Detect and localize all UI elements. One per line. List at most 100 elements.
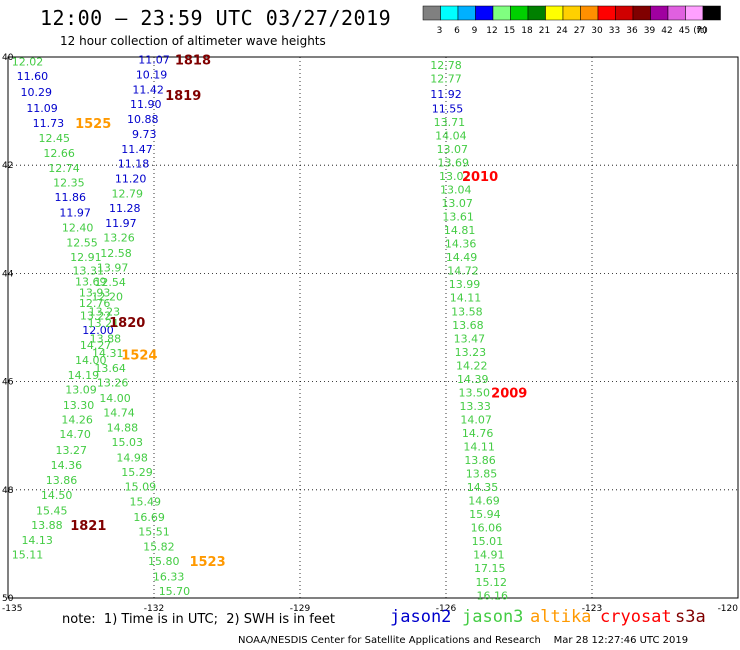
wave-height-label: 12.55 xyxy=(66,237,98,250)
wave-height-label: 16.06 xyxy=(471,522,503,535)
wave-height-label: 11.09 xyxy=(26,102,58,115)
wave-height-label: 15.82 xyxy=(143,541,175,554)
pass-time-label: 1523 xyxy=(189,555,225,570)
wave-height-label: 13.86 xyxy=(46,474,78,487)
footer-credit: NOAA/NESDIS Center for Satellite Applica… xyxy=(238,635,689,646)
wave-height-label: 15.11 xyxy=(12,549,44,562)
pass-time-label: 2009 xyxy=(491,386,527,401)
legend-swatch xyxy=(702,5,721,21)
wave-height-label: 13.68 xyxy=(452,319,484,332)
wave-height-label: 14.81 xyxy=(444,224,476,237)
wave-height-label: 13.64 xyxy=(94,362,126,375)
wave-height-label: 12.66 xyxy=(43,147,75,160)
wave-height-label: 12.74 xyxy=(48,162,80,175)
wave-height-label: 12.02 xyxy=(12,55,44,68)
wave-height-label: 14.04 xyxy=(435,129,467,142)
pass-time-label: 1524 xyxy=(121,349,157,364)
wave-height-label: 14.76 xyxy=(462,427,494,440)
wave-height-label: 11.86 xyxy=(55,191,87,204)
wave-height-label: 13.69 xyxy=(75,276,107,289)
wave-height-label: 15.49 xyxy=(129,496,161,509)
wave-height-label: 13.93 xyxy=(79,286,111,299)
legend-label: 18 xyxy=(521,26,533,36)
legend-label: 30 xyxy=(591,26,603,36)
lon-tick-label: -126 xyxy=(436,604,457,614)
legend-label: 33 xyxy=(609,26,620,36)
note-text: note: 1) Time is in UTC; 2) SWH is in fe… xyxy=(62,612,335,627)
wave-height-label: 13.61 xyxy=(442,211,474,224)
wave-height-label: 15.12 xyxy=(476,576,508,589)
wave-height-label: 9.73 xyxy=(132,128,157,141)
wave-height-label: 13.50 xyxy=(458,386,490,399)
wave-height-label: 12.35 xyxy=(53,177,85,190)
legend-unit: (ft) xyxy=(693,26,707,36)
wave-height-label: 14.98 xyxy=(116,451,148,464)
color-legend: 3 6 9 12 15 18 21 24 27 30 33 36 39 42 45 70 (ft) xyxy=(422,5,732,41)
wave-height-label: 13.69 xyxy=(438,156,470,169)
wave-height-label: 15.03 xyxy=(111,436,143,449)
wave-height-label: 13.99 xyxy=(449,278,481,291)
wave-height-label: 14.74 xyxy=(103,406,135,419)
wave-height-label: 14.39 xyxy=(457,373,489,386)
wave-height-label: 14.26 xyxy=(61,413,93,426)
wave-height-label: 15.94 xyxy=(469,508,501,521)
wave-height-label: 16.69 xyxy=(133,511,165,524)
wave-height-label: 12.76 xyxy=(79,297,111,310)
wave-height-label: 11.42 xyxy=(132,83,164,96)
wave-height-label: 14.36 xyxy=(51,459,83,472)
wave-height-label: 13.71 xyxy=(434,116,466,129)
wave-height-label: 13.04 xyxy=(440,184,472,197)
wave-height-label: 14.91 xyxy=(473,549,505,562)
wave-height-label: 10.88 xyxy=(127,113,159,126)
wave-height-label: 14.11 xyxy=(450,292,482,305)
wave-height-label: 14.00 xyxy=(99,392,131,405)
wave-height-label: 13.07 xyxy=(441,197,473,210)
wave-height-label: 12.40 xyxy=(62,221,94,234)
wave-height-label: 14.13 xyxy=(21,534,53,547)
wave-height-label: 14.50 xyxy=(41,489,73,502)
wave-height-label: 12.77 xyxy=(430,73,462,86)
wave-height-label: 14.07 xyxy=(460,413,492,426)
wave-height-label: 13.27 xyxy=(56,444,88,457)
wave-height-label: 15.70 xyxy=(159,585,191,598)
wave-height-label: 12.00 xyxy=(82,324,114,337)
lat-tick-label: 44 xyxy=(2,269,14,279)
wave-height-label: 13.26 xyxy=(103,232,135,245)
wave-height-label: 13.09 xyxy=(65,384,97,397)
wave-height-label: 14.27 xyxy=(80,339,112,352)
legend-label: 24 xyxy=(556,26,568,36)
wave-height-label: 14.19 xyxy=(68,369,100,382)
wave-height-label: 14.70 xyxy=(59,428,91,441)
legend-s3a: s3a xyxy=(675,607,706,627)
wave-height-label: 11.92 xyxy=(430,88,462,101)
lon-tick-label: -120 xyxy=(718,604,739,614)
wave-height-label: 12.78 xyxy=(430,59,462,72)
wave-height-label: 11.55 xyxy=(432,102,464,115)
wave-height-label: 13.26 xyxy=(97,377,129,390)
wave-height-label: 15.45 xyxy=(36,504,68,517)
lat-tick-label: 46 xyxy=(2,378,14,388)
wave-height-label: 11.90 xyxy=(130,98,162,111)
legend-jason2: jason2 xyxy=(390,607,452,627)
wave-height-label: 13.88 xyxy=(90,332,122,345)
wave-height-label: 14.36 xyxy=(445,238,477,251)
lat-tick-label: 42 xyxy=(2,161,13,171)
legend-label: 9 xyxy=(472,26,478,36)
legend-scale: 3 6 9 12 15 18 21 24 27 30 33 36 39 42 45 70(ft) xyxy=(422,5,721,36)
wave-height-label: 17.15 xyxy=(474,562,506,575)
wave-height-label: 15.80 xyxy=(148,555,180,568)
map-frame xyxy=(7,56,739,599)
wave-height-label: 13.07 xyxy=(437,143,469,156)
wave-height-label: 16.33 xyxy=(153,570,185,583)
lat-tick-label: 48 xyxy=(2,486,14,496)
wave-height-label: 12.54 xyxy=(94,276,126,289)
wave-height-label: 15.01 xyxy=(472,535,504,548)
wave-height-label: 13.23 xyxy=(89,305,121,318)
legend-label: 70 xyxy=(696,26,708,36)
wave-height-label: 10.19 xyxy=(136,68,168,81)
legend-label: 12 xyxy=(486,26,497,36)
wave-height-label: 13.30 xyxy=(63,399,95,412)
wave-height-label: 15.09 xyxy=(125,481,157,494)
wave-height-label: 13.86 xyxy=(464,454,496,467)
